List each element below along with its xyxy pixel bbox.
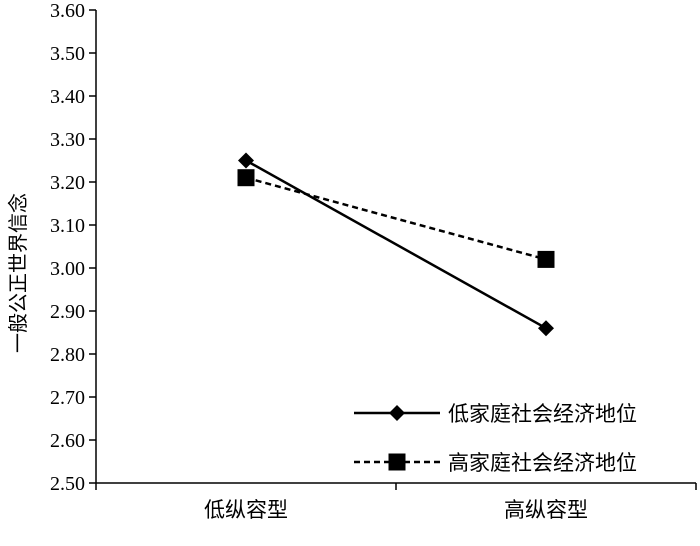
y-tick-label: 2.80 — [50, 344, 85, 366]
y-tick-label: 2.50 — [50, 473, 85, 495]
y-tick-label: 2.70 — [50, 387, 85, 409]
y-ticks: 2.50 2.60 2.70 2.80 2.90 3.00 3.10 3.20 3.30 3.40… — [50, 0, 96, 495]
data-point-square — [537, 250, 555, 268]
y-tick-label: 3.00 — [50, 258, 85, 280]
y-tick-label: 3.30 — [50, 129, 85, 151]
x-tick-label: 高纵容型 — [504, 498, 588, 522]
y-tick-label: 3.60 — [50, 0, 85, 22]
legend-label: 高家庭社会经济地位 — [448, 451, 637, 475]
data-point-diamond — [538, 320, 554, 337]
y-tick-label: 3.20 — [50, 172, 85, 194]
data-point-square — [237, 169, 255, 187]
x-tick-labels: 低纵容型 高纵容型 — [95, 483, 697, 522]
x-tick-label: 低纵容型 — [204, 498, 288, 522]
legend-marker-square — [388, 453, 406, 471]
y-tick-label: 2.90 — [50, 301, 85, 323]
y-tick-label: 3.10 — [50, 215, 85, 237]
series-group — [237, 152, 555, 337]
series-line-1 — [245, 159, 547, 330]
data-point-diamond — [238, 152, 254, 169]
y-tick-label: 3.50 — [50, 43, 85, 65]
legend-label: 低家庭社会经济地位 — [448, 402, 637, 426]
y-tick-label: 2.60 — [50, 430, 85, 452]
legend-marker-diamond — [389, 405, 405, 421]
y-tick-label: 3.40 — [50, 86, 85, 108]
y-axis-label: 一般公正世界信念 — [6, 193, 30, 353]
series-line-2 — [245, 176, 547, 261]
